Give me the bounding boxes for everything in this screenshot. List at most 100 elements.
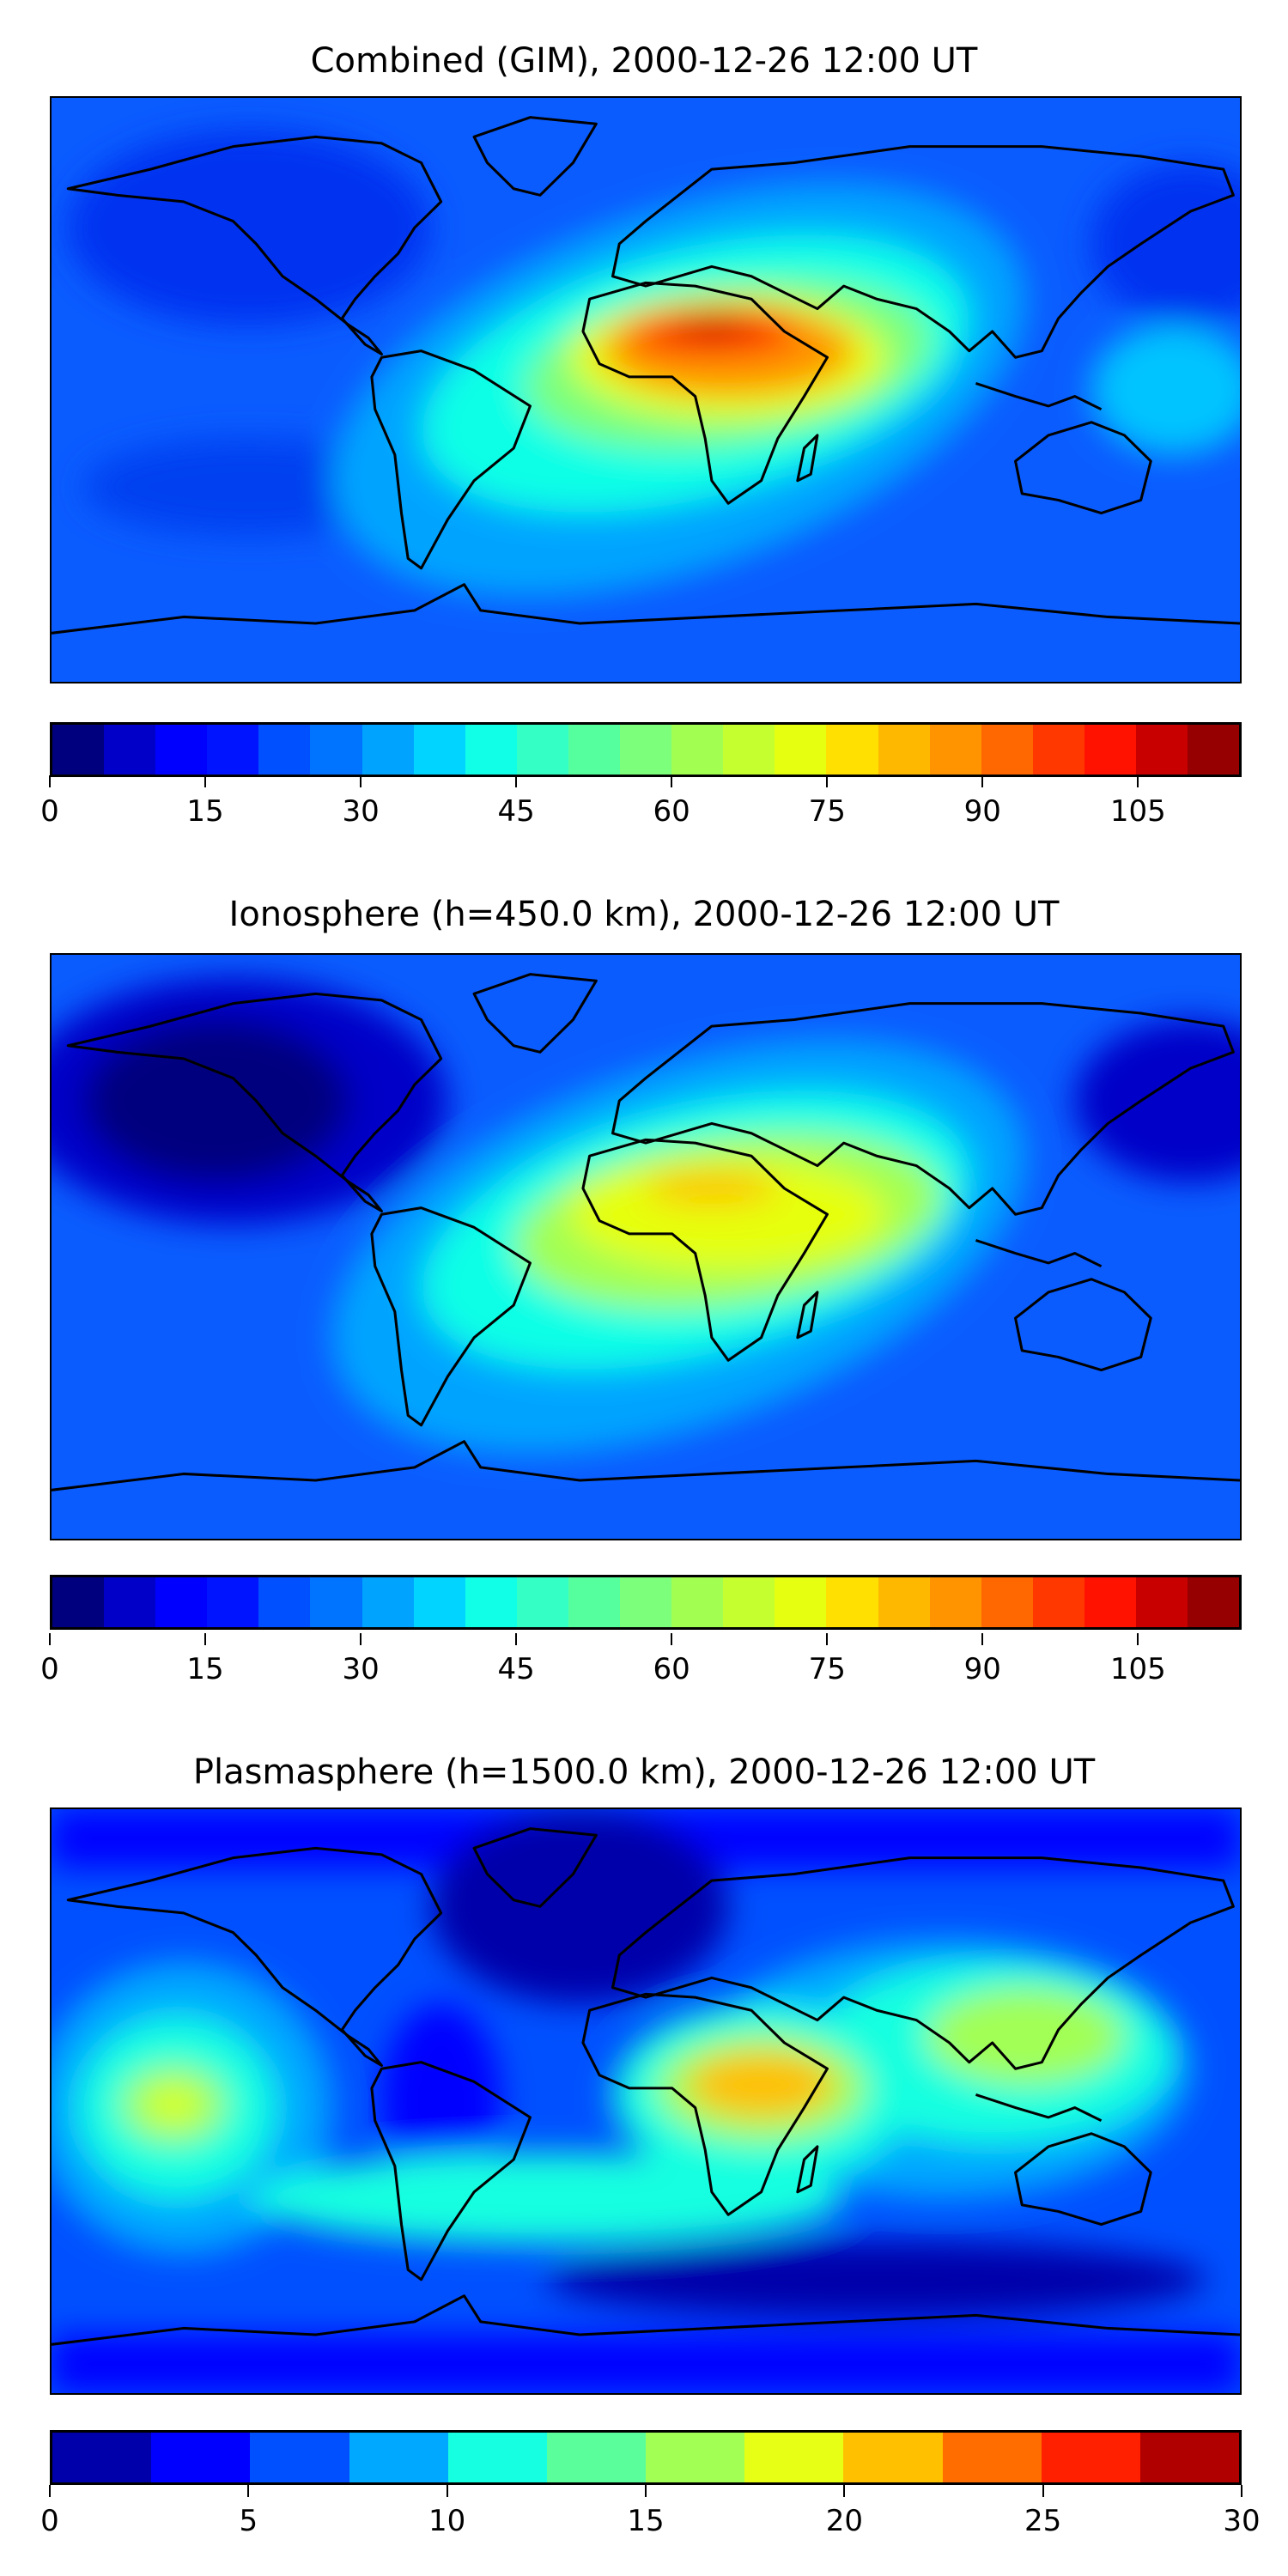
colorbar-bin	[413, 725, 465, 775]
colorbar-tick	[360, 1633, 362, 1645]
colorbar-bin	[250, 2433, 349, 2482]
mid-band	[249, 2153, 844, 2245]
colorbar-bin	[104, 725, 156, 775]
colorbar-tick	[1241, 2485, 1242, 2497]
colorbar-tick-label: 30	[1223, 2504, 1261, 2538]
colorbar-tick	[981, 1633, 984, 1645]
colorbar-bin	[826, 725, 878, 775]
colorbar-bin	[878, 1577, 930, 1627]
colorbar-tick	[1042, 2485, 1044, 2497]
colorbar-tick	[671, 775, 673, 787]
colorbar-bin	[1188, 725, 1240, 775]
colorbar-tick-label: 45	[497, 794, 535, 829]
colorbar-ticks-ionosphere: 0 15 30 45 60 75 90 105	[40, 1633, 1242, 1702]
colorbar-bin	[516, 725, 568, 775]
peak	[671, 313, 752, 337]
colorbar-bin	[878, 725, 930, 775]
colorbar-tick	[1137, 1633, 1139, 1645]
colorbar-bin	[744, 2433, 844, 2482]
colorbar-bin	[546, 2433, 647, 2482]
colorbar-tick	[981, 775, 984, 787]
colorbar-bin	[1188, 1577, 1240, 1627]
colorbar-bin	[155, 1577, 208, 1627]
colorbar-bin	[723, 725, 775, 775]
colorbar-tick-label: 0	[40, 794, 59, 829]
colorbar-tick-label: 60	[653, 794, 690, 829]
colorbar-bin	[568, 1577, 621, 1627]
mid-band	[1091, 325, 1240, 455]
colorbar-tick	[204, 775, 207, 787]
colorbar-tick-label: 0	[40, 2504, 59, 2538]
colorbar-bin	[671, 725, 724, 775]
colorbar-tick-label: 75	[808, 794, 846, 829]
colorbar-tick-label: 105	[1109, 1652, 1166, 1686]
colorbar-tick	[49, 775, 51, 787]
colorbar-bin	[1041, 2433, 1140, 2482]
colorbar-bin	[52, 725, 105, 775]
colorbar-tick	[826, 1633, 829, 1645]
colorbar-bin	[207, 1577, 259, 1627]
colorbar-bin	[258, 1577, 311, 1627]
colorbar-bin	[843, 2433, 943, 2482]
colorbar-bin	[942, 2433, 1042, 2482]
low-region	[381, 2003, 501, 2199]
colorbar-bin	[52, 2433, 152, 2482]
colorbar-tick	[49, 2485, 51, 2497]
colorbar-bin	[723, 1577, 775, 1627]
low-region	[52, 2335, 1240, 2393]
panel-title-ionosphere: Ionosphere (h=450.0 km), 2000-12-26 12:0…	[228, 895, 1060, 934]
panel-title-plasmasphere: Plasmasphere (h=1500.0 km), 2000-12-26 1…	[192, 1753, 1096, 1792]
colorbar-tick	[1137, 775, 1139, 787]
colorbar-bin	[207, 725, 259, 775]
colorbar-bin	[929, 1577, 981, 1627]
colorbar-bin	[465, 1577, 517, 1627]
low-region	[1074, 1019, 1240, 1182]
colorbar-ticks-combined: 0 15 30 45 60 75 90 105	[40, 775, 1242, 844]
colorbar-bin	[155, 725, 208, 775]
colorbar-tick	[49, 1633, 51, 1645]
colorbar-tick	[671, 1633, 673, 1645]
colorbar-tick	[515, 775, 518, 787]
colorbar-tick-label: 10	[428, 2504, 466, 2538]
low-region	[1091, 162, 1240, 325]
colorbar-bin	[151, 2433, 251, 2482]
colorbar-tick	[247, 2485, 250, 2497]
high-band	[688, 2052, 835, 2117]
colorbar-bin	[52, 1577, 105, 1627]
low-region	[84, 1019, 349, 1182]
colorbar-bin	[1084, 1577, 1136, 1627]
low-region	[84, 438, 415, 536]
colorbar-tick-label: 15	[627, 2504, 665, 2538]
colorbar-bin	[981, 1577, 1033, 1627]
colorbar-bin	[1032, 1577, 1084, 1627]
colorbar-tick-label: 0	[40, 1652, 59, 1686]
colorbar-bin	[258, 725, 311, 775]
colorbar-bin	[620, 1577, 672, 1627]
colorbar-bin	[775, 725, 827, 775]
colorbar-ionosphere	[50, 1575, 1242, 1630]
colorbar-bin	[1032, 725, 1084, 775]
colorbar-ticks-plasmasphere: 0 5 10 15 20 25 30	[40, 2485, 1261, 2554]
colorbar-bin	[1084, 725, 1136, 775]
mid-band	[926, 1987, 1125, 2086]
colorbar-tick-label: 30	[342, 1652, 380, 1686]
colorbar-tick	[204, 1633, 207, 1645]
colorbar-tick-label: 5	[239, 2504, 258, 2538]
colorbar-plasmasphere	[50, 2430, 1242, 2485]
colorbar-bin	[1135, 1577, 1188, 1627]
map-ionosphere	[50, 953, 1242, 1540]
colorbar-tick-label: 25	[1024, 2504, 1062, 2538]
colorbar-tick-label: 15	[186, 794, 224, 829]
colorbar-bin	[981, 725, 1033, 775]
colorbar-bin	[361, 725, 414, 775]
colorbar-tick-label: 105	[1109, 794, 1166, 829]
colorbar-bin	[516, 1577, 568, 1627]
colorbar-bin	[826, 1577, 878, 1627]
colorbar-bin	[646, 2433, 745, 2482]
colorbar-tick-label: 75	[808, 1652, 846, 1686]
colorbar-bin	[620, 725, 672, 775]
colorbar-tick	[360, 775, 362, 787]
map-plasmasphere	[50, 1807, 1242, 2395]
colorbar-bin	[929, 725, 981, 775]
colorbar-tick-label: 15	[186, 1652, 224, 1686]
